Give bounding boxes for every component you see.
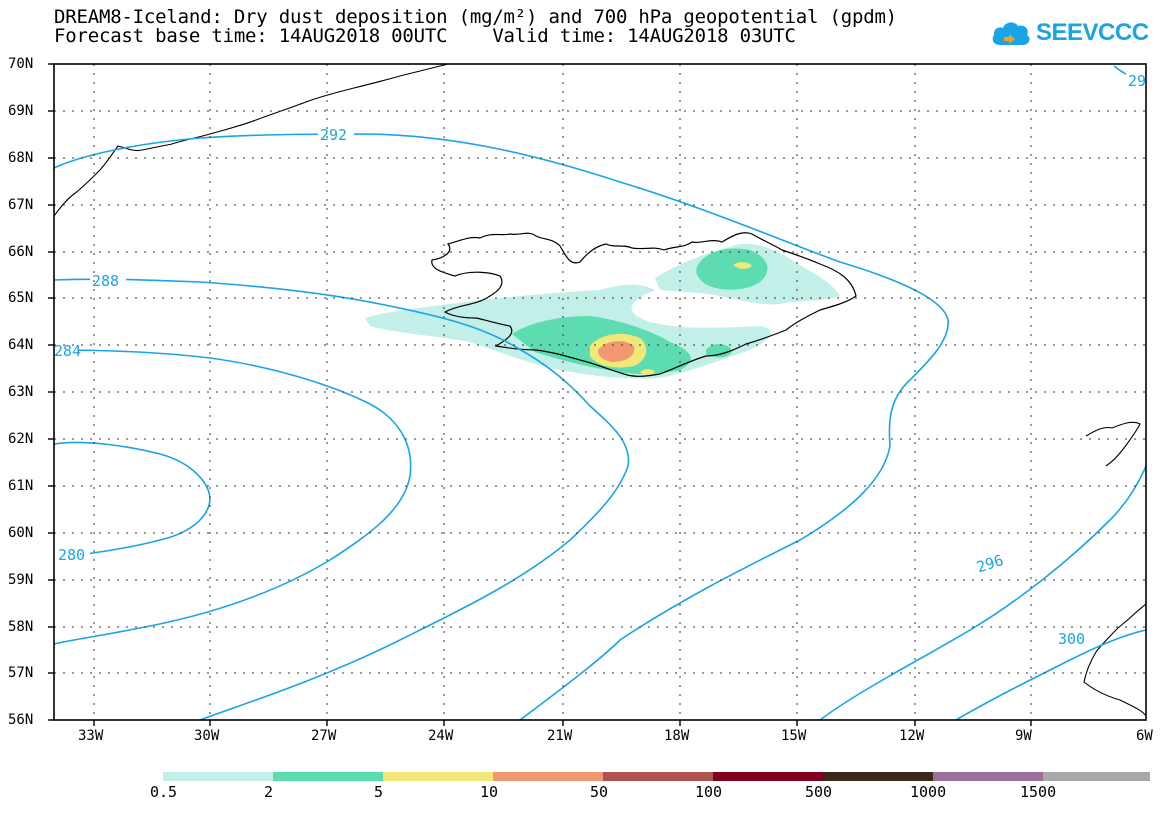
contour-300 [955,629,1147,721]
legend-tick-10: 10 [480,783,499,801]
lat-label-62N: 62N [8,431,34,447]
lat-label-56N: 56N [8,712,34,728]
legend-swatch-8 [933,772,1043,781]
contour-label-292: 292 [320,126,347,144]
geopotential-contours [53,65,1147,721]
lat-label-69N: 69N [8,103,34,119]
axis-ticks [48,63,1032,726]
dust-band-2-east [706,344,732,358]
lat-label-70N: 70N [8,56,34,72]
legend-swatch-2 [273,772,383,781]
legend-tick-1000: 1000 [910,783,947,801]
lat-label-63N: 63N [8,384,34,400]
legend-tick-100: 100 [695,783,723,801]
iceland-coastline [431,232,857,377]
lat-label-58N: 58N [8,619,34,635]
contour-label-300: 300 [1058,630,1085,648]
norway-coastline-south [1083,603,1147,717]
greenland-coastline [53,63,449,217]
contour-292 [53,133,949,721]
legend-swatch-9 [1043,772,1150,781]
dust-band-10 [598,341,635,362]
contour-label-288: 288 [92,272,119,290]
legend-tick-0.5: 0.5 [150,783,178,801]
title-line-1: DREAM8-Iceland: Dry dust deposition (mg/… [54,6,897,28]
lon-label-6W: 6W [1136,728,1153,744]
legend-tick-50: 50 [590,783,609,801]
contour-labels: 292 288 284 280 296 300 29 [54,72,1146,648]
lon-label-15W: 15W [781,728,807,744]
lat-label-65N: 65N [8,290,34,306]
dust-band-5-north [733,262,752,269]
legend-swatch-7 [823,772,933,781]
contour-label-284: 284 [54,342,81,360]
contour-288 [53,278,630,721]
legend-swatch-1 [163,772,273,781]
seevccc-logo: SEEVCCC [990,18,1149,48]
map-border [53,63,1147,721]
legend-tick-1500: 1500 [1020,783,1057,801]
legend-swatch-5 [603,772,713,781]
legend-swatch-4 [493,772,603,781]
legend-tick-2: 2 [264,783,274,801]
lon-label-24W: 24W [428,728,454,744]
lat-label-66N: 66N [8,244,34,260]
legend-swatch-3 [383,772,493,781]
graticule [54,64,1146,720]
lon-label-21W: 21W [547,728,573,744]
map-title: DREAM8-Iceland: Dry dust deposition (mg/… [54,8,897,46]
lon-label-27W: 27W [311,728,337,744]
lat-label-59N: 59N [8,572,34,588]
lat-label-67N: 67N [8,197,34,213]
dust-band-5-small [640,369,655,375]
contour-296 [819,465,1147,721]
lon-label-9W: 9W [1015,728,1032,744]
legend-swatch-6 [713,772,823,781]
legend-tick-500: 500 [805,783,833,801]
dust-deposition-field [365,243,840,379]
norway-coastline-north [1085,421,1141,467]
lon-label-12W: 12W [899,728,925,744]
title-line-2: Forecast base time: 14AUG2018 00UTC Vali… [54,25,796,47]
lat-label-60N: 60N [8,525,34,541]
contour-284 [53,349,412,645]
contour-280 [53,441,211,557]
dust-band-2-north [696,248,768,290]
lat-label-57N: 57N [8,665,34,681]
logo-text: SEEVCCC [1036,19,1149,46]
cloud-icon [992,22,1030,45]
lat-label-61N: 61N [8,478,34,494]
contour-label-29: 29 [1128,72,1146,90]
lat-label-68N: 68N [8,150,34,166]
lon-label-33W: 33W [78,728,104,744]
lat-label-64N: 64N [8,337,34,353]
lon-label-18W: 18W [664,728,690,744]
legend-tick-5: 5 [374,783,384,801]
contour-label-280: 280 [58,546,85,564]
lon-label-30W: 30W [194,728,220,744]
